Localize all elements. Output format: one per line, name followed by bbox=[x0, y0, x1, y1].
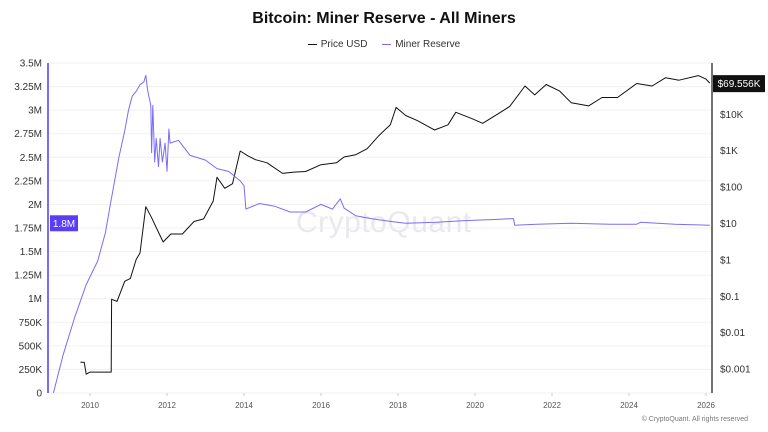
right-tick-label: $10K bbox=[720, 110, 744, 121]
left-tick-label: 750K bbox=[19, 318, 43, 329]
right-tick-label: $0.1 bbox=[720, 292, 740, 303]
x-tick-label: 2018 bbox=[389, 401, 407, 410]
legend: Price USD Miner Reserve bbox=[0, 37, 768, 50]
left-tick-label: 3.25M bbox=[14, 82, 42, 93]
x-tick-label: 2022 bbox=[543, 401, 561, 410]
right-tick-label: $0.01 bbox=[720, 328, 745, 339]
x-tick-label: 2012 bbox=[158, 401, 176, 410]
legend-label-price: Price USD bbox=[320, 38, 368, 50]
copyright: © CryptoQuant. All rights reserved bbox=[641, 416, 748, 423]
left-tick-label: 2.75M bbox=[14, 129, 42, 140]
left-tick-label: 250K bbox=[19, 365, 43, 376]
left-tick-label: 2M bbox=[28, 200, 42, 211]
x-tick-label: 2026 bbox=[697, 401, 715, 410]
right-current-badge bbox=[713, 75, 765, 93]
left-current-value: 1.8M bbox=[53, 219, 75, 230]
x-tick-label: 2020 bbox=[466, 401, 484, 410]
right-tick-label: $0.001 bbox=[720, 365, 751, 376]
x-tick-label: 2024 bbox=[620, 401, 638, 410]
left-tick-label: 2.25M bbox=[14, 176, 42, 187]
left-tick-label: 1M bbox=[28, 294, 42, 305]
miner-reserve-line bbox=[52, 74, 710, 394]
left-tick-label: 2.5M bbox=[20, 153, 42, 164]
x-tick-label: 2016 bbox=[312, 401, 330, 410]
right-tick-label: $10 bbox=[720, 219, 737, 230]
right-tick-label: $1K bbox=[720, 146, 738, 157]
legend-label-reserve: Miner Reserve bbox=[395, 38, 461, 50]
price-line bbox=[80, 75, 711, 375]
left-tick-label: 3M bbox=[28, 106, 42, 117]
chart-title: Bitcoin: Miner Reserve - All Miners bbox=[252, 10, 516, 27]
watermark: CryptoQuant bbox=[296, 206, 472, 239]
right-tick-label: $1 bbox=[720, 255, 732, 266]
legend-item-reserve[interactable]: Miner Reserve bbox=[382, 39, 460, 50]
left-tick-label: 500K bbox=[19, 341, 43, 352]
legend-item-price[interactable]: Price USD bbox=[307, 38, 368, 50]
legend-swatch-price bbox=[307, 43, 317, 45]
right-tick-label: $100 bbox=[720, 183, 743, 194]
left-tick-label: 1.75M bbox=[14, 224, 42, 235]
left-current-badge bbox=[50, 215, 78, 232]
left-tick-label: 1.5M bbox=[20, 247, 42, 258]
left-tick-label: 0 bbox=[36, 389, 42, 400]
legend-swatch-reserve bbox=[382, 43, 392, 45]
right-current-value: $69.556K bbox=[718, 79, 761, 90]
left-tick-label: 1.25M bbox=[14, 271, 42, 282]
x-tick-label: 2014 bbox=[235, 401, 253, 410]
left-tick-label: 3.5M bbox=[20, 59, 42, 70]
x-tick-label: 2010 bbox=[81, 401, 99, 410]
